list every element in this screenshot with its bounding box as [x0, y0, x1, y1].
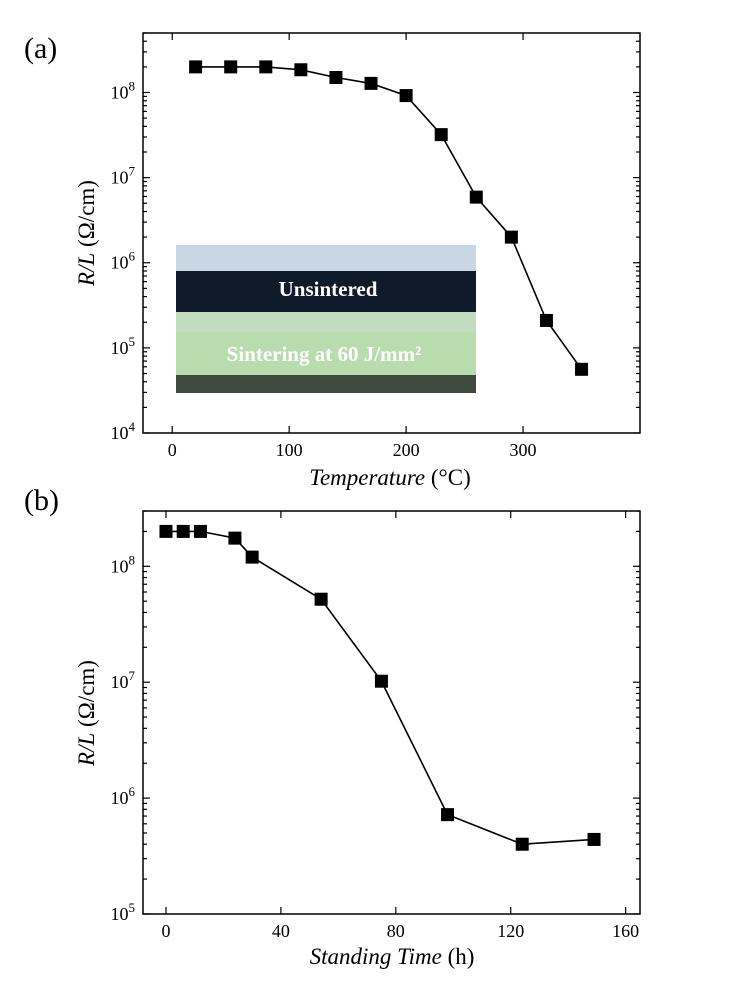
x-tick-label: 300 — [510, 440, 537, 460]
data-point-b — [374, 674, 388, 688]
series-b — [159, 524, 601, 851]
data-point-a — [364, 76, 378, 90]
series-line-b — [166, 530, 595, 846]
data-point-b — [228, 531, 242, 545]
data-point-a — [539, 313, 553, 327]
inset-sintered-strip — [176, 332, 476, 375]
x-tick-label: 120 — [497, 921, 524, 941]
y-axis-title-b-italic: R/L — [74, 733, 99, 767]
data-point-b — [245, 550, 259, 564]
data-point-a — [504, 230, 518, 244]
x-axis-title-a: Temperature (°C) — [309, 465, 470, 490]
panel-b-label: (b) — [24, 484, 59, 517]
inset-sky-band — [176, 245, 476, 271]
inset-unsintered-strip — [176, 271, 476, 312]
data-point-b — [515, 837, 529, 851]
y-tick-label: 106 — [111, 249, 136, 273]
y-tick-label: 105 — [111, 334, 136, 358]
y-axis-title-b: R/L (Ω/cm) — [74, 660, 99, 767]
data-point-a — [575, 362, 589, 376]
data-point-a — [399, 89, 413, 103]
y-axis-title-b-unit: (Ω/cm) — [74, 660, 99, 733]
x-axis-title-b-unit: (h) — [442, 944, 475, 969]
x-tick-label: 40 — [272, 921, 290, 941]
y-tick-label: 104 — [111, 419, 136, 443]
data-point-b — [176, 524, 190, 538]
ticks-a: 0 100 200 300 104 105 106 107 108 — [111, 32, 640, 460]
x-tick-label: 160 — [612, 921, 639, 941]
x-tick-label: 0 — [161, 921, 170, 941]
series-a — [189, 60, 589, 376]
x-axis-title-b: Standing Time (h) — [310, 944, 475, 969]
data-point-b — [587, 832, 601, 846]
y-axis-title-a: R/L (Ω/cm) — [74, 180, 99, 287]
x-axis-title-b-italic: Standing Time — [310, 944, 442, 969]
panel-a: (a) Unsintered Sintering at 60 J/mm² 0 10… — [24, 32, 641, 490]
y-tick-label: 107 — [111, 668, 136, 692]
data-point-a — [294, 63, 308, 77]
inset-label-unsintered: Unsintered — [279, 277, 378, 301]
ticks-b: 0 40 80 120 160 105 106 107 108 — [111, 510, 640, 941]
y-tick-label: 108 — [111, 552, 136, 576]
data-point-a — [329, 71, 343, 85]
data-point-a — [224, 60, 238, 74]
plot-frame-a — [142, 32, 641, 434]
y-tick-label: 105 — [111, 900, 136, 924]
x-tick-label: 100 — [276, 440, 303, 460]
y-tick-label: 106 — [111, 784, 136, 808]
data-point-a — [434, 128, 448, 142]
data-point-b — [193, 524, 207, 538]
x-tick-label: 0 — [168, 440, 177, 460]
data-point-b — [159, 524, 173, 538]
plot-frame-b — [142, 510, 641, 915]
y-tick-label: 108 — [111, 78, 136, 102]
panel-b: (b) 0 40 80 120 160 105 106 107 108 Standing Tim… — [24, 484, 641, 969]
data-point-b — [441, 808, 455, 822]
inset-light-band — [176, 312, 476, 332]
y-axis-title-a-unit: (Ω/cm) — [74, 180, 99, 253]
data-point-b — [314, 592, 328, 606]
y-axis-title-a-italic: R/L — [74, 253, 99, 287]
data-point-a — [469, 190, 483, 204]
y-tick-label: 107 — [111, 164, 136, 188]
x-tick-label: 200 — [393, 440, 420, 460]
data-point-a — [259, 60, 273, 74]
data-point-a — [189, 60, 203, 74]
x-tick-label: 80 — [387, 921, 405, 941]
x-axis-title-a-italic: Temperature — [309, 465, 425, 490]
x-axis-title-a-unit: (°C) — [425, 465, 471, 490]
inset-bottom-band — [176, 375, 476, 393]
panel-a-label: (a) — [24, 32, 57, 65]
inset-label-sintered: Sintering at 60 J/mm² — [227, 342, 422, 366]
